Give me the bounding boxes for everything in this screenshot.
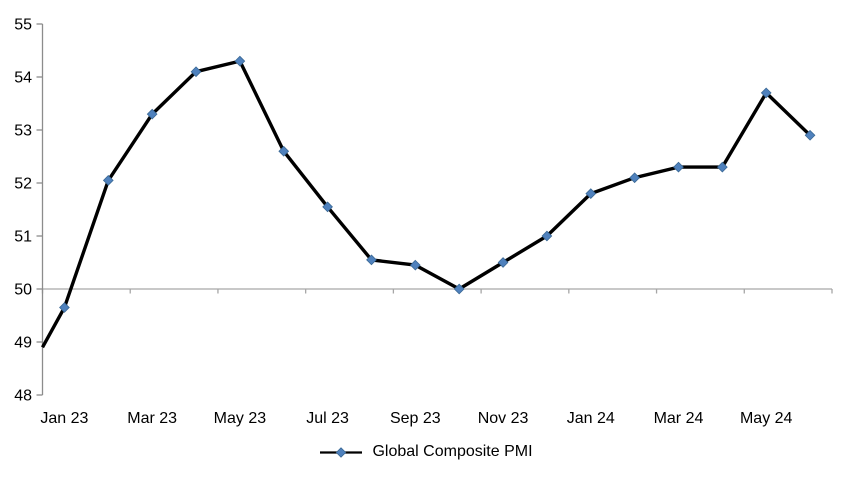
legend-series-icon [320, 446, 363, 458]
data-point-marker [541, 230, 553, 242]
data-point-marker [760, 87, 772, 99]
x-tick-label: Jan 23 [40, 410, 88, 427]
y-tick-label: 48 [14, 387, 32, 404]
data-point-marker [409, 259, 421, 271]
pmi-line-chart-plot-area: 55 54 53 52 51 50 49 48 Jan 23 Mar 23 May 23 Jul 23… [14, 16, 833, 427]
x-tick-label: Mar 23 [127, 410, 177, 427]
y-tick-label: 52 [14, 175, 32, 192]
data-point-marker [497, 257, 509, 268]
y-tick-label: 49 [14, 334, 32, 351]
data-point-marker [234, 55, 246, 67]
data-point-marker [366, 254, 377, 266]
x-tick-label: May 24 [740, 410, 793, 427]
y-tick-label: 50 [14, 281, 32, 298]
series-line [41, 59, 812, 349]
data-point-marker [453, 283, 465, 295]
data-point-marker [190, 66, 202, 78]
y-tick-label: 51 [14, 228, 32, 245]
data-point-marker [278, 145, 290, 157]
data-point-marker [629, 172, 640, 184]
legend: Global Composite PMI [0, 443, 852, 461]
legend-diamond-marker-icon [336, 446, 347, 458]
x-tick-label: May 23 [214, 410, 267, 427]
y-tick-label: 54 [14, 69, 32, 86]
data-point-marker [716, 161, 728, 173]
x-tick-label: Mar 24 [654, 410, 704, 427]
x-tick-label: Jul 23 [306, 410, 349, 427]
y-tick-label: 53 [14, 122, 32, 139]
y-tick-label: 55 [14, 16, 32, 33]
data-point-marker [804, 129, 816, 141]
legend-label: Global Composite PMI [372, 443, 533, 460]
data-point-marker [585, 188, 597, 199]
data-point-marker [102, 174, 114, 186]
data-point-marker [673, 161, 684, 173]
x-tick-label: Sep 23 [390, 410, 441, 427]
data-point-marker [59, 302, 70, 313]
x-tick-label: Jan 24 [567, 410, 615, 427]
data-point-marker [146, 108, 158, 120]
x-tick-label: Nov 23 [478, 410, 529, 427]
data-point-marker [322, 201, 333, 213]
